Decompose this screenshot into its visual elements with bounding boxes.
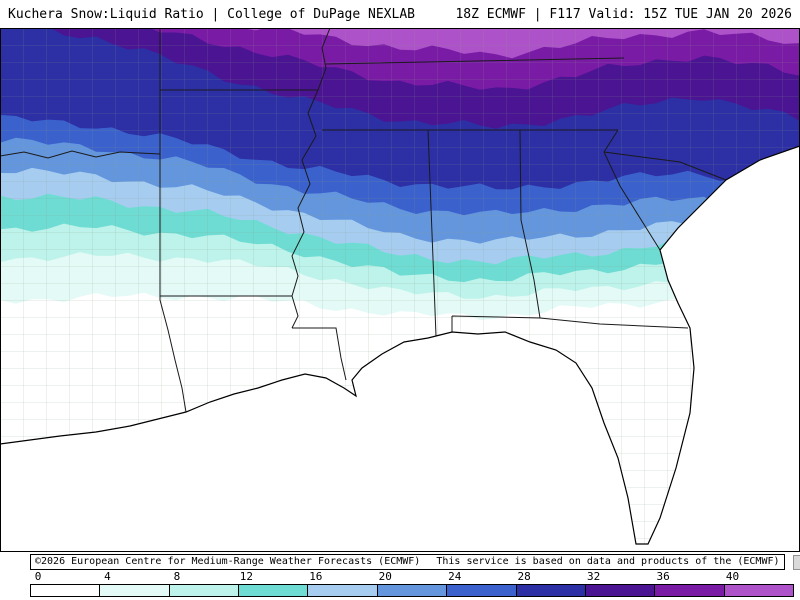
colorbar-tick-label: 36: [656, 570, 670, 583]
colorbar-tick-label: 24: [448, 570, 462, 583]
state-borders: [0, 28, 727, 413]
colorbar-tick-label: 12: [239, 570, 253, 583]
coastline: [0, 145, 800, 545]
colorbar-cell-12-16: [238, 585, 308, 596]
map-header: Kuchera Snow:Liquid Ratio | College of D…: [0, 0, 800, 28]
colorbar-tick-label: 20: [378, 570, 392, 583]
colorbar-cell-40+: [723, 585, 793, 596]
forecast-map: [0, 28, 800, 552]
attribution-gray-box: [792, 554, 800, 570]
colorbar-tick-label: 40: [725, 570, 740, 583]
colorbar-tick-label: 32: [587, 570, 601, 583]
colorbar-tick-label: 0: [34, 570, 42, 583]
attribution-service: This service is based on data and produc…: [436, 556, 780, 567]
colorbar-cell-36-40: [654, 585, 724, 596]
county-lines: [0, 28, 800, 544]
colorbar-cell-24-28: [446, 585, 516, 596]
colorbar-cell-8-12: [168, 585, 239, 596]
product-title: Kuchera Snow:Liquid Ratio | College of D…: [8, 6, 415, 22]
colorbar-tick-label: 28: [517, 570, 531, 583]
colorbar-cell-0-4: [31, 585, 100, 596]
attribution-row: ©2026 European Centre for Medium-Range W…: [30, 554, 800, 570]
model-run-info: 18Z ECMWF | F117 Valid: 15Z TUE JAN 20 2…: [455, 6, 792, 22]
colorbar-cell-20-24: [376, 585, 447, 596]
colorbar-cell-4-8: [99, 585, 169, 596]
attribution-box: ©2026 European Centre for Medium-Range W…: [30, 554, 785, 570]
colorbar-tick-label: 16: [309, 570, 323, 583]
map-svg: [0, 28, 800, 552]
colorbar-cell-28-32: [515, 585, 585, 596]
colorbar: [30, 584, 794, 597]
colorbar-tick-label: 8: [173, 570, 181, 583]
attribution-copyright: ©2026 European Centre for Medium-Range W…: [35, 556, 421, 567]
colorbar-tick-row: 0 4 8 12 16 20 24 28 32 36 40: [30, 570, 794, 583]
colorbar-cell-32-36: [584, 585, 655, 596]
colorbar-cell-16-20: [307, 585, 377, 596]
colorbar-tick-label: 4: [104, 570, 111, 583]
